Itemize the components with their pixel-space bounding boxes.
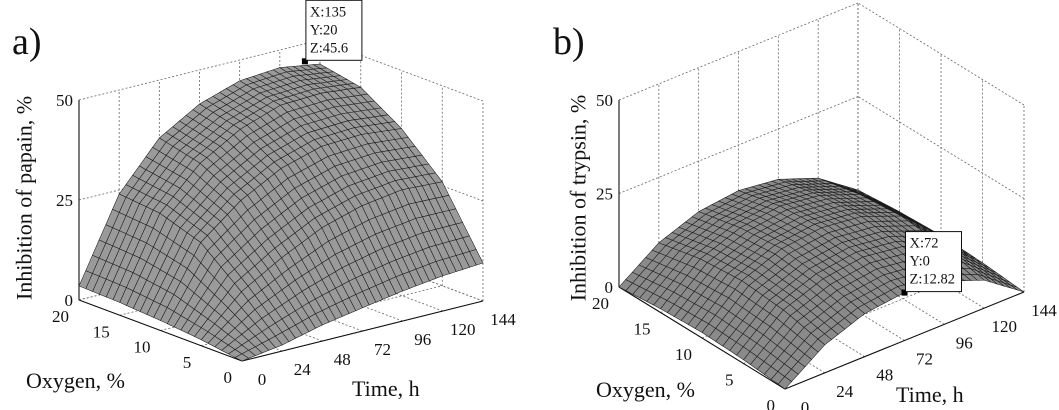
z-tick-label: 50 — [56, 91, 73, 110]
panel-letter: b) — [553, 21, 585, 63]
y-tick-label: 5 — [183, 353, 192, 372]
x-tick-label: 72 — [916, 350, 933, 369]
y-tick-label: 20 — [592, 294, 609, 313]
z-tick-label: 0 — [65, 291, 74, 310]
y-axis-label: Oxygen, % — [26, 368, 125, 393]
y-tick-label: 10 — [134, 338, 151, 357]
y-tick-label: 0 — [767, 396, 776, 410]
z-axis-label: Inhibition of trypsin, % — [566, 95, 591, 302]
surface-mesh — [78, 63, 484, 362]
datatip-marker — [901, 289, 908, 296]
datatip-box — [305, 0, 363, 61]
x-tick-label: 0 — [801, 398, 810, 410]
datatip-z-label: Z:45.6 — [310, 40, 348, 56]
y-tick-label: 15 — [93, 322, 110, 341]
x-axis-label: Time, h — [896, 382, 964, 407]
z-tick-label: 25 — [56, 191, 73, 210]
x-tick-label: 120 — [991, 317, 1017, 336]
z-tick-label: 25 — [596, 185, 613, 204]
y-tick-label: 15 — [634, 320, 651, 339]
y-tick-label: 10 — [675, 345, 692, 364]
x-tick-label: 96 — [956, 333, 973, 352]
axis-labels: Inhibition of trypsin, % Time, h Oxygen, % — [566, 95, 964, 407]
y-tick-label: 5 — [725, 371, 734, 390]
x-tick-label: 144 — [1031, 301, 1057, 320]
datatip-box — [905, 231, 962, 293]
x-tick-label: 24 — [836, 382, 854, 401]
datatip-y-label: Y:0 — [910, 254, 930, 270]
y-axis-label: Oxygen, % — [596, 377, 695, 402]
datatip-z-label: Z:12.82 — [910, 272, 956, 288]
z-tick-label: 0 — [605, 278, 614, 297]
y-tick-label: 20 — [52, 307, 69, 326]
datatip-marker — [301, 58, 308, 65]
x-axis-line — [784, 291, 1025, 390]
y-axis-line — [618, 286, 786, 390]
x-tick-label: 24 — [294, 360, 312, 379]
x-axis-line — [241, 300, 484, 362]
datatip[interactable]: X:135 Y:20 Z:45.6 — [301, 0, 363, 65]
z-tick-label: 50 — [596, 91, 613, 110]
datatip-x-label: X:135 — [310, 4, 346, 20]
axes — [78, 100, 484, 362]
y-tick-label: 0 — [224, 368, 233, 387]
x-tick-label: 48 — [876, 366, 893, 385]
datatip[interactable]: X:72 Y:0 Z:12.82 — [901, 231, 962, 296]
axes — [618, 100, 1025, 390]
x-tick-label: 72 — [374, 340, 391, 359]
datatip-x-label: X:72 — [910, 236, 939, 252]
datatip-y-label: Y:20 — [310, 22, 338, 38]
x-tick-label: 144 — [490, 310, 516, 329]
x-tick-label: 120 — [450, 320, 476, 339]
x-tick-label: 0 — [258, 370, 267, 389]
axis-labels: Inhibition of papain, % Time, h Oxygen, % — [12, 96, 420, 401]
z-axis-label: Inhibition of papain, % — [12, 96, 37, 300]
x-tick-label: 96 — [414, 330, 431, 349]
panel-letter: a) — [12, 21, 42, 63]
x-tick-label: 48 — [334, 350, 351, 369]
x-axis-label: Time, h — [352, 376, 420, 401]
y-axis-line — [78, 299, 243, 362]
